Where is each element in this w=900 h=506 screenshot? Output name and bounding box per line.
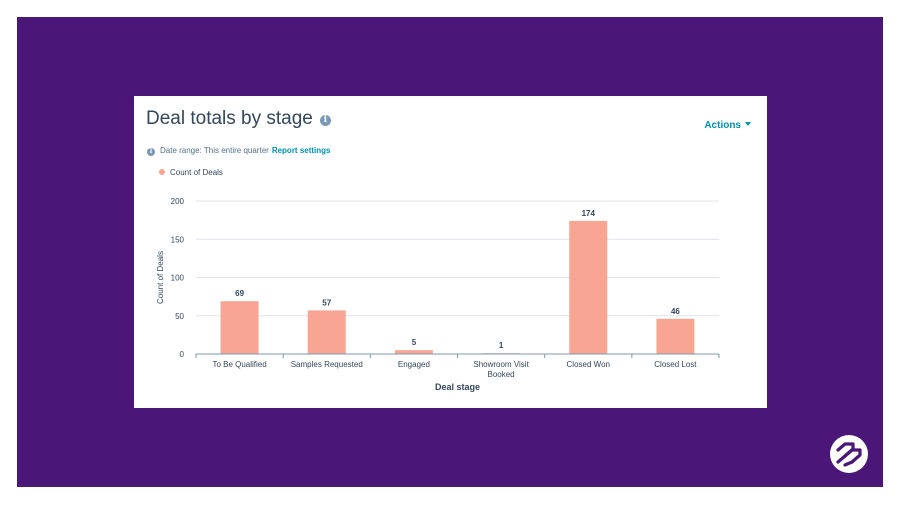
bar-value-label: 5 [412, 338, 417, 347]
bar-value-label: 174 [582, 209, 596, 218]
x-tick-label: Showroom Visit [473, 360, 529, 369]
bar [394, 350, 433, 354]
bar [569, 220, 608, 354]
actions-label: Actions [704, 120, 741, 131]
report-title-text: Deal totals by stage [146, 108, 313, 129]
y-tick-label: 200 [171, 197, 185, 206]
chart-legend: Count of Deals [159, 168, 223, 177]
report-card: Deal totals by stage i Actions i Date rang… [134, 96, 767, 408]
bar [656, 318, 695, 354]
y-axis-title: Count of Deals [156, 251, 165, 304]
info-icon: i [147, 148, 155, 156]
actions-dropdown[interactable]: Actions [704, 120, 751, 131]
legend-swatch [159, 169, 165, 175]
x-tick-label: Engaged [398, 360, 430, 369]
x-tick-label: Closed Won [567, 360, 610, 369]
date-range-label: Date range: [160, 146, 202, 155]
caret-down-icon [745, 122, 751, 126]
bar [307, 310, 346, 354]
bar-chart: 0 50 100 150 200 69 To Be Qualified 57 Samples R… [156, 197, 720, 392]
bar-value-label: 57 [322, 298, 331, 307]
x-axis-title: Deal stage [435, 382, 480, 392]
brand-logo [830, 435, 868, 473]
x-tick-label: Samples Requested [291, 360, 363, 369]
y-tick-label: 100 [171, 274, 185, 283]
report-settings-link[interactable]: Report settings [271, 146, 331, 155]
x-tick-label: Closed Lost [654, 360, 697, 369]
report-title: Deal totals by stage i [146, 108, 331, 130]
bar [220, 301, 259, 354]
y-tick-label: 0 [180, 350, 185, 359]
bar-value-label: 46 [671, 307, 680, 316]
bar-value-label: 1 [499, 341, 504, 350]
x-tick-label: Booked [488, 370, 515, 379]
x-tick-label: To Be Qualified [212, 360, 266, 369]
y-tick-label: 50 [175, 312, 184, 321]
y-tick-label: 150 [171, 235, 185, 244]
legend-label: Count of Deals [170, 168, 223, 177]
bar-value-label: 69 [235, 289, 244, 298]
info-icon[interactable]: i [319, 115, 331, 126]
date-range-value: This entire quarter [203, 146, 269, 155]
date-range-row: i Date range: This entire quarter Report s… [147, 146, 330, 156]
